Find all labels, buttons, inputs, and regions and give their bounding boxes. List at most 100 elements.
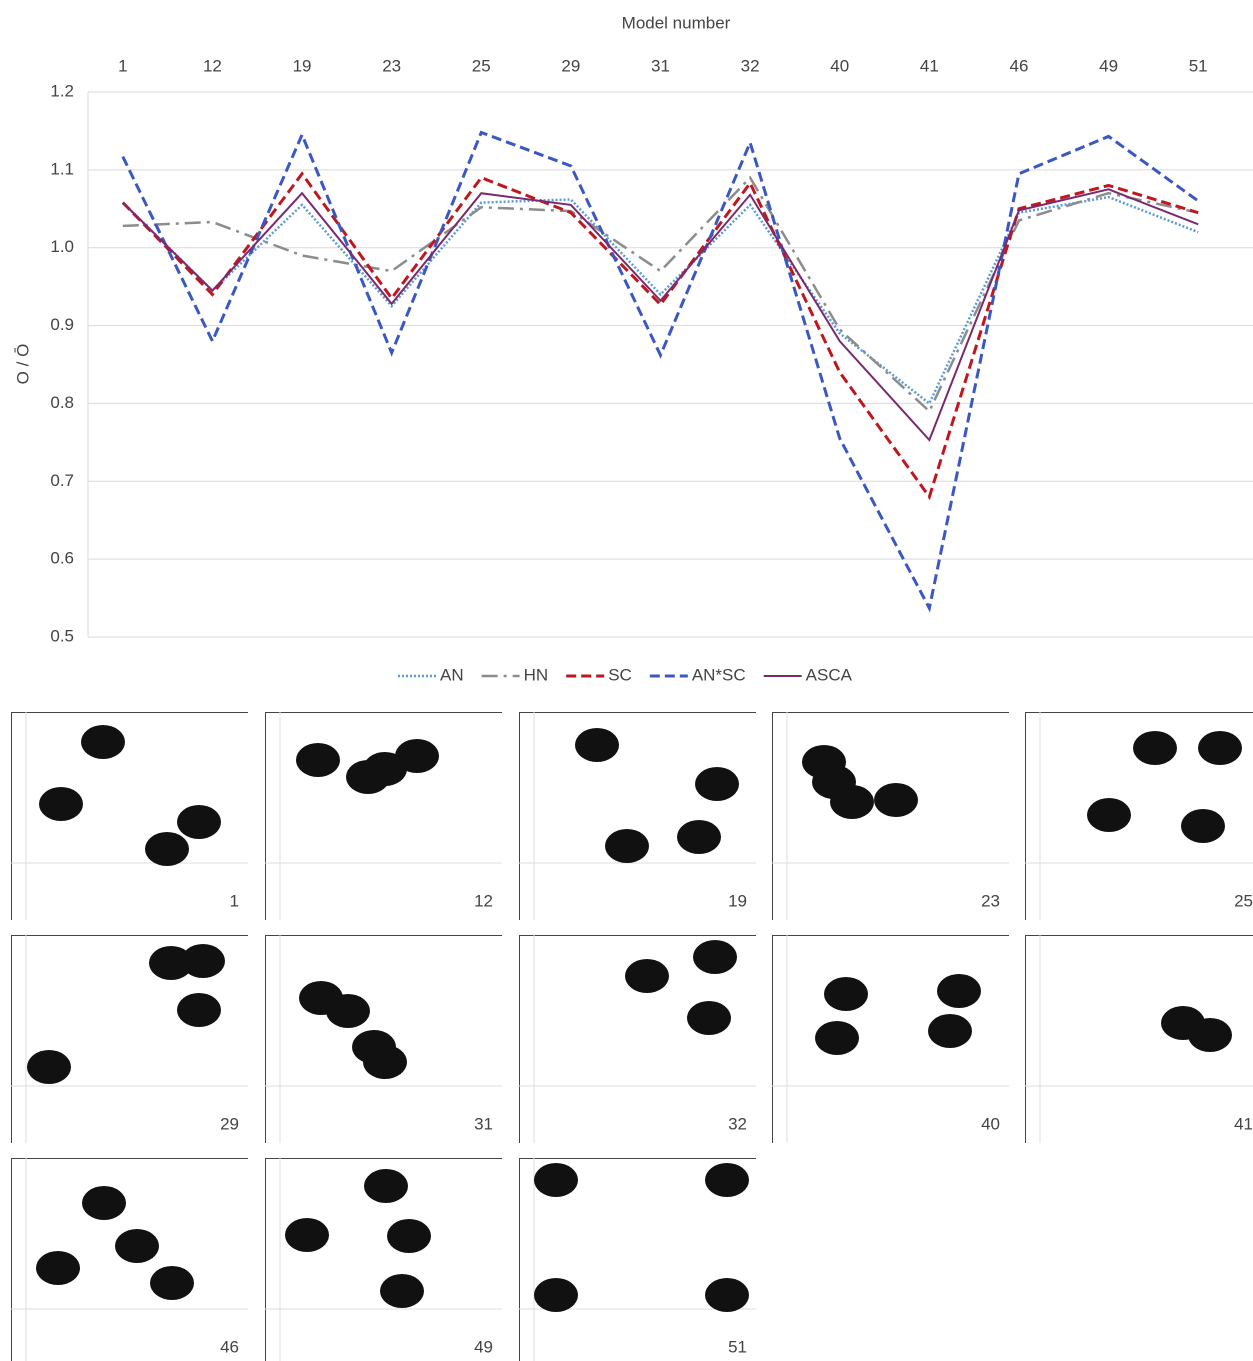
panel: 51 xyxy=(519,1158,756,1361)
x-tick-label: 1 xyxy=(118,56,127,75)
y-tick-label: 1.2 xyxy=(50,81,74,100)
x-tick-label: 29 xyxy=(561,56,580,75)
panel-frame xyxy=(772,935,1009,1143)
particle xyxy=(39,787,83,821)
particle xyxy=(36,1251,80,1285)
series-line xyxy=(121,130,1200,613)
particle xyxy=(687,1001,731,1035)
panel: 1 xyxy=(11,712,248,920)
particle xyxy=(115,1229,159,1263)
particle xyxy=(1181,809,1225,843)
panel-label: 49 xyxy=(474,1337,493,1356)
y-tick-label: 0.9 xyxy=(50,315,74,334)
particle xyxy=(677,820,721,854)
particle xyxy=(1198,731,1242,765)
particle xyxy=(1087,798,1131,832)
y-tick-label: 1.0 xyxy=(50,237,74,256)
x-tick-label: 46 xyxy=(1010,56,1029,75)
x-tick-label: 23 xyxy=(382,56,401,75)
particle xyxy=(81,725,125,759)
panel: 29 xyxy=(11,935,248,1143)
panel: 32 xyxy=(519,935,756,1143)
particle xyxy=(285,1218,329,1252)
particle xyxy=(874,783,918,817)
particle xyxy=(380,1274,424,1308)
panel-frame xyxy=(772,712,1009,920)
panel: 25 xyxy=(1025,712,1253,920)
series-line xyxy=(122,188,1199,442)
particle xyxy=(605,829,649,863)
particle xyxy=(395,739,439,773)
panel-label: 19 xyxy=(728,891,747,910)
particle xyxy=(1188,1018,1232,1052)
particle xyxy=(830,785,874,819)
panel: 49 xyxy=(265,1158,502,1361)
x-tick-label: 25 xyxy=(472,56,491,75)
particle xyxy=(705,1163,749,1197)
legend-label: HN xyxy=(524,665,549,684)
panel-frame xyxy=(265,712,502,920)
x-tick-label: 31 xyxy=(651,56,670,75)
particle xyxy=(534,1278,578,1312)
x-axis-title: Model number xyxy=(622,13,731,32)
particle xyxy=(1133,731,1177,765)
particle xyxy=(625,959,669,993)
panel-label: 32 xyxy=(728,1114,747,1133)
legend-label: SC xyxy=(608,665,632,684)
particle xyxy=(824,977,868,1011)
particle xyxy=(149,946,193,980)
panel-label: 12 xyxy=(474,891,493,910)
panel: 46 xyxy=(11,1158,248,1361)
particle xyxy=(363,1045,407,1079)
panel: 12 xyxy=(265,712,502,920)
x-tick-label: 32 xyxy=(741,56,760,75)
panel-label: 41 xyxy=(1234,1114,1253,1133)
x-tick-label: 41 xyxy=(920,56,939,75)
panel-label: 25 xyxy=(1234,891,1253,910)
particle xyxy=(928,1014,972,1048)
particle xyxy=(326,994,370,1028)
x-tick-label: 49 xyxy=(1099,56,1118,75)
particle xyxy=(145,832,189,866)
y-tick-label: 0.5 xyxy=(50,626,74,645)
particle xyxy=(150,1266,194,1300)
panel: 40 xyxy=(772,935,1009,1143)
panel-label: 31 xyxy=(474,1114,493,1133)
particle xyxy=(937,974,981,1008)
x-tick-label: 51 xyxy=(1189,56,1208,75)
panel-frame xyxy=(519,712,756,920)
particle xyxy=(177,993,221,1027)
panel-label: 51 xyxy=(728,1337,747,1356)
x-tick-label: 12 xyxy=(203,56,222,75)
particle xyxy=(27,1050,71,1084)
particle xyxy=(815,1021,859,1055)
particle xyxy=(705,1278,749,1312)
particle xyxy=(82,1186,126,1220)
panel-label: 1 xyxy=(230,891,239,910)
particle xyxy=(387,1219,431,1253)
y-tick-label: 0.8 xyxy=(50,393,74,412)
panel: 23 xyxy=(772,712,1009,920)
panel-label: 46 xyxy=(220,1337,239,1356)
legend-label: AN xyxy=(440,665,464,684)
panel-label: 23 xyxy=(981,891,1000,910)
particle xyxy=(534,1163,578,1197)
y-tick-label: 0.7 xyxy=(50,471,74,490)
panel: 41 xyxy=(1025,935,1253,1143)
legend-label: AN*SC xyxy=(692,665,746,684)
particle xyxy=(693,940,737,974)
panel-label: 40 xyxy=(981,1114,1000,1133)
x-tick-label: 19 xyxy=(293,56,312,75)
particle xyxy=(296,743,340,777)
legend-label: ASCA xyxy=(806,665,853,684)
particle xyxy=(695,767,739,801)
series-line xyxy=(122,175,1199,414)
series-line xyxy=(121,171,1199,501)
x-tick-label: 40 xyxy=(830,56,849,75)
panel: 19 xyxy=(519,712,756,920)
particle xyxy=(364,1169,408,1203)
y-tick-label: 0.6 xyxy=(50,549,74,568)
particle xyxy=(177,805,221,839)
panel-label: 29 xyxy=(220,1114,239,1133)
